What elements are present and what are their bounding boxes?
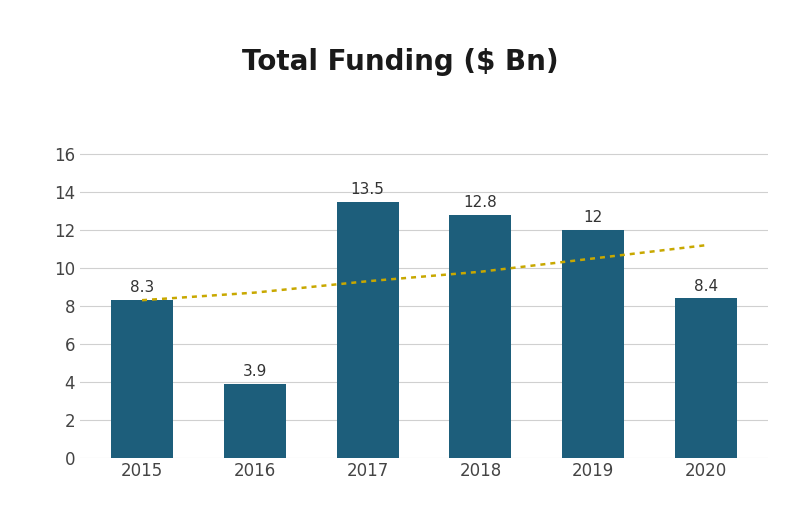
Bar — [224, 384, 286, 458]
Bar — [111, 300, 173, 458]
Text: 8.4: 8.4 — [694, 279, 718, 294]
Text: Total Funding ($ Bn): Total Funding ($ Bn) — [242, 48, 558, 76]
Bar — [450, 215, 511, 458]
Text: 13.5: 13.5 — [350, 182, 385, 197]
Text: 12.8: 12.8 — [463, 195, 498, 210]
Text: 8.3: 8.3 — [130, 280, 154, 295]
Bar — [675, 298, 737, 458]
Bar — [337, 202, 398, 458]
Bar — [562, 230, 624, 458]
Text: 3.9: 3.9 — [242, 364, 267, 379]
Text: 12: 12 — [583, 210, 603, 225]
